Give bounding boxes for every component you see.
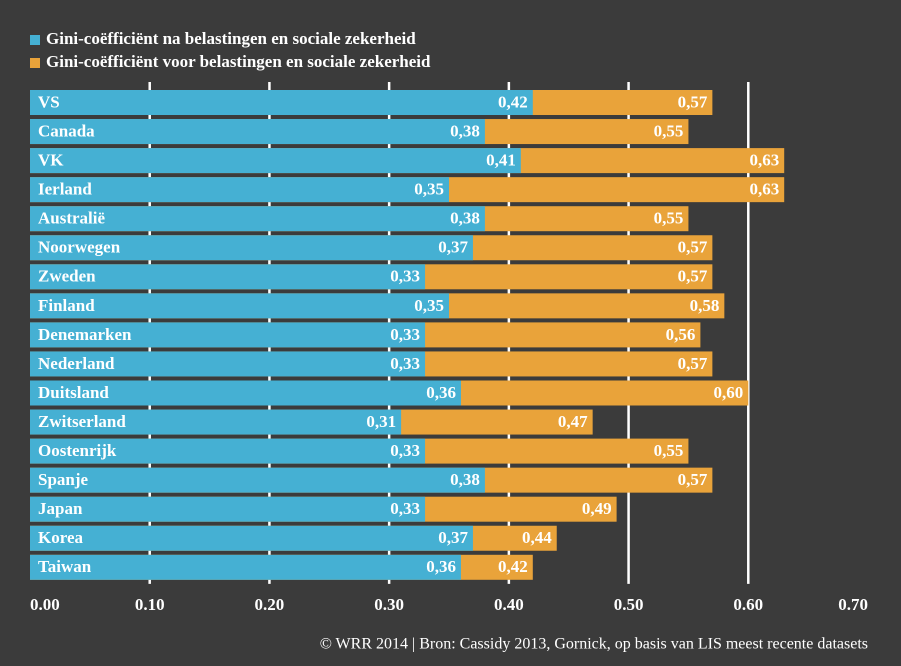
category-label: Duitsland: [38, 383, 109, 402]
category-label: Nederland: [38, 354, 115, 373]
value-label: 0,31: [366, 412, 396, 431]
value-label: 0,55: [654, 209, 684, 228]
category-label: Denemarken: [38, 325, 132, 344]
value-label: 0,35: [414, 180, 444, 199]
bar: [30, 264, 426, 290]
bar: [30, 322, 426, 348]
value-label: 0,37: [438, 528, 468, 547]
category-label: Taiwan: [38, 557, 92, 576]
value-label: 0,57: [678, 92, 708, 111]
bar: [30, 90, 533, 115]
category-label: VS: [38, 92, 60, 111]
bar: [30, 351, 426, 377]
bar: [30, 293, 449, 319]
value-label: 0,57: [678, 238, 708, 257]
bar: [30, 119, 485, 145]
value-label: 0,58: [690, 296, 720, 315]
value-label: 0,36: [426, 557, 456, 576]
value-label: 0,56: [666, 325, 696, 344]
category-label: VK: [38, 151, 64, 170]
legend-swatch: [30, 58, 40, 68]
value-label: 0,33: [390, 354, 420, 373]
value-label: 0,60: [714, 383, 744, 402]
bar: [30, 438, 426, 464]
category-label: Ierland: [38, 180, 92, 199]
value-label: 0,33: [390, 325, 420, 344]
legend-label: Gini-coëfficiënt voor belastingen en soc…: [46, 52, 431, 71]
value-label: 0,33: [390, 441, 420, 460]
value-label: 0,63: [749, 180, 779, 199]
bar: [30, 467, 485, 493]
value-label: 0,57: [678, 354, 708, 373]
value-label: 0,35: [414, 296, 444, 315]
category-label: Noorwegen: [38, 238, 121, 257]
value-label: 0,55: [654, 121, 684, 140]
bar: [30, 148, 521, 174]
bar: [30, 525, 473, 551]
category-label: Zwitserland: [38, 412, 126, 431]
value-label: 0,41: [486, 151, 516, 170]
bar: [30, 409, 402, 435]
value-label: 0,38: [450, 121, 480, 140]
x-tick-label: 0.50: [614, 595, 644, 614]
category-label: Korea: [38, 528, 84, 547]
source: © WRR 2014 | Bron: Cassidy 2013, Gornick…: [320, 636, 868, 653]
value-label: 0,57: [678, 470, 708, 489]
bar: [30, 496, 426, 522]
x-tick-label: 0.60: [733, 595, 763, 614]
value-label: 0,38: [450, 470, 480, 489]
legend-swatch: [30, 35, 40, 45]
value-label: 0,38: [450, 209, 480, 228]
x-tick-label: 0.40: [494, 595, 524, 614]
x-tick-label: 0.70: [838, 595, 868, 614]
category-label: Japan: [38, 499, 83, 518]
category-label: Zweden: [38, 267, 96, 286]
value-label: 0,33: [390, 267, 420, 286]
value-label: 0,33: [390, 499, 420, 518]
value-label: 0,49: [582, 499, 612, 518]
bar: [30, 177, 449, 203]
x-tick-label: 0.10: [135, 595, 165, 614]
category-label: Oostenrijk: [38, 441, 117, 460]
bar: [30, 206, 485, 232]
category-label: Australië: [38, 209, 106, 228]
x-tick-label: 0.20: [255, 595, 285, 614]
legend-label: Gini-coëfficiënt na belastingen en socia…: [46, 29, 416, 48]
value-label: 0,42: [498, 557, 528, 576]
bar: [30, 380, 461, 406]
value-label: 0,57: [678, 267, 708, 286]
value-label: 0,37: [438, 238, 468, 257]
x-tick-label: 0.00: [30, 595, 60, 614]
value-label: 0,44: [522, 528, 552, 547]
bar: [30, 554, 461, 580]
value-label: 0,47: [558, 412, 588, 431]
x-tick-label: 0.30: [374, 595, 404, 614]
value-label: 0,63: [749, 151, 779, 170]
bar: [30, 235, 473, 261]
category-label: Finland: [38, 296, 95, 315]
value-label: 0,55: [654, 441, 684, 460]
value-label: 0,42: [498, 92, 528, 111]
value-label: 0,36: [426, 383, 456, 402]
category-label: Canada: [38, 121, 95, 140]
category-label: Spanje: [38, 470, 89, 489]
